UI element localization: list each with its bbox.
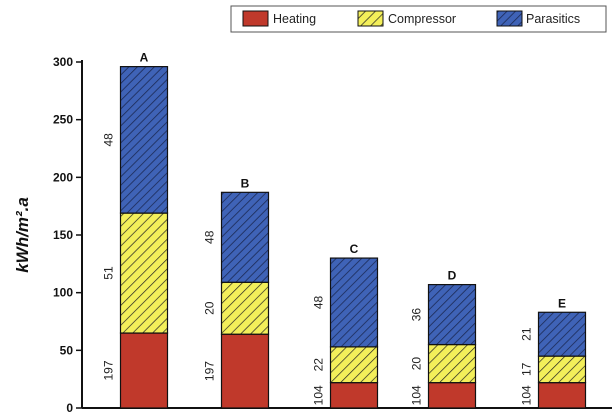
bar-segment-parasitics <box>119 66 169 214</box>
y-tick-label: 200 <box>53 170 73 184</box>
y-tick-label: 150 <box>53 228 73 242</box>
segment-value-label: 104 <box>410 385 424 405</box>
bar-segment-heating <box>119 332 169 409</box>
segment-value-label: 51 <box>102 266 116 280</box>
bar-segment-compressor <box>119 212 169 334</box>
bars: 197 51 48 A 197 20 48 B 104 22 48 C 104 20 36 D 104 17 21 E <box>102 51 587 409</box>
y-axis: 0 50 100 150 200 250 300 <box>53 55 612 415</box>
bar-segment-heating <box>427 382 477 409</box>
bar-segment-heating <box>220 333 270 409</box>
segment-value-label: 104 <box>312 385 326 405</box>
segment-value-label: 22 <box>312 358 326 372</box>
segment-value-label: 20 <box>203 301 217 315</box>
segment-value-label: 21 <box>520 327 534 341</box>
legend: Heating Compressor Parasitics <box>230 5 607 33</box>
segment-value-label: 48 <box>102 133 116 147</box>
y-tick-label: 100 <box>53 286 73 300</box>
y-axis-label: kWh/m².a <box>13 197 32 273</box>
bar-group-c: 104 22 48 C <box>312 242 379 409</box>
legend-swatch-compressor <box>357 10 384 27</box>
bar-segment-compressor <box>329 346 379 384</box>
legend-label-parasitics: Parasitics <box>526 12 580 26</box>
bar-category-label: C <box>350 242 359 256</box>
bar-segment-compressor <box>427 343 477 384</box>
y-tick-label: 0 <box>66 401 73 415</box>
segment-value-label: 48 <box>203 230 217 244</box>
segment-value-label: 104 <box>520 385 534 405</box>
bar-segment-heating <box>329 382 379 409</box>
segment-value-label: 197 <box>102 360 116 380</box>
bar-category-label: A <box>140 51 149 65</box>
bar-segment-parasitics <box>329 257 379 348</box>
y-tick-label: 250 <box>53 113 73 127</box>
segment-value-label: 17 <box>520 362 534 376</box>
legend-box <box>230 5 607 33</box>
legend-label-heating: Heating <box>273 12 316 26</box>
legend-swatch-parasitics <box>496 10 523 27</box>
legend-swatch-heating <box>242 10 269 27</box>
bar-category-label: D <box>448 269 457 283</box>
bar-group-a: 197 51 48 A <box>102 51 169 409</box>
bar-category-label: E <box>558 296 566 310</box>
legend-label-compressor: Compressor <box>388 12 456 26</box>
segment-value-label: 197 <box>203 361 217 381</box>
y-tick-label: 50 <box>60 343 74 357</box>
bar-segment-compressor <box>220 281 270 335</box>
bar-segment-heating <box>537 382 587 409</box>
bar-segment-parasitics <box>220 191 270 283</box>
segment-value-label: 36 <box>410 308 424 322</box>
segment-value-label: 48 <box>312 295 326 309</box>
bar-segment-compressor <box>537 355 587 384</box>
segment-value-label: 20 <box>410 357 424 371</box>
bar-segment-parasitics <box>537 311 587 357</box>
bar-category-label: B <box>241 176 250 190</box>
y-tick-label: 300 <box>53 55 73 69</box>
bar-group-e: 104 17 21 E <box>520 296 587 409</box>
bar-segment-parasitics <box>427 283 477 346</box>
bar-group-d: 104 20 36 D <box>410 269 477 409</box>
bar-group-b: 197 20 48 B <box>203 176 270 409</box>
